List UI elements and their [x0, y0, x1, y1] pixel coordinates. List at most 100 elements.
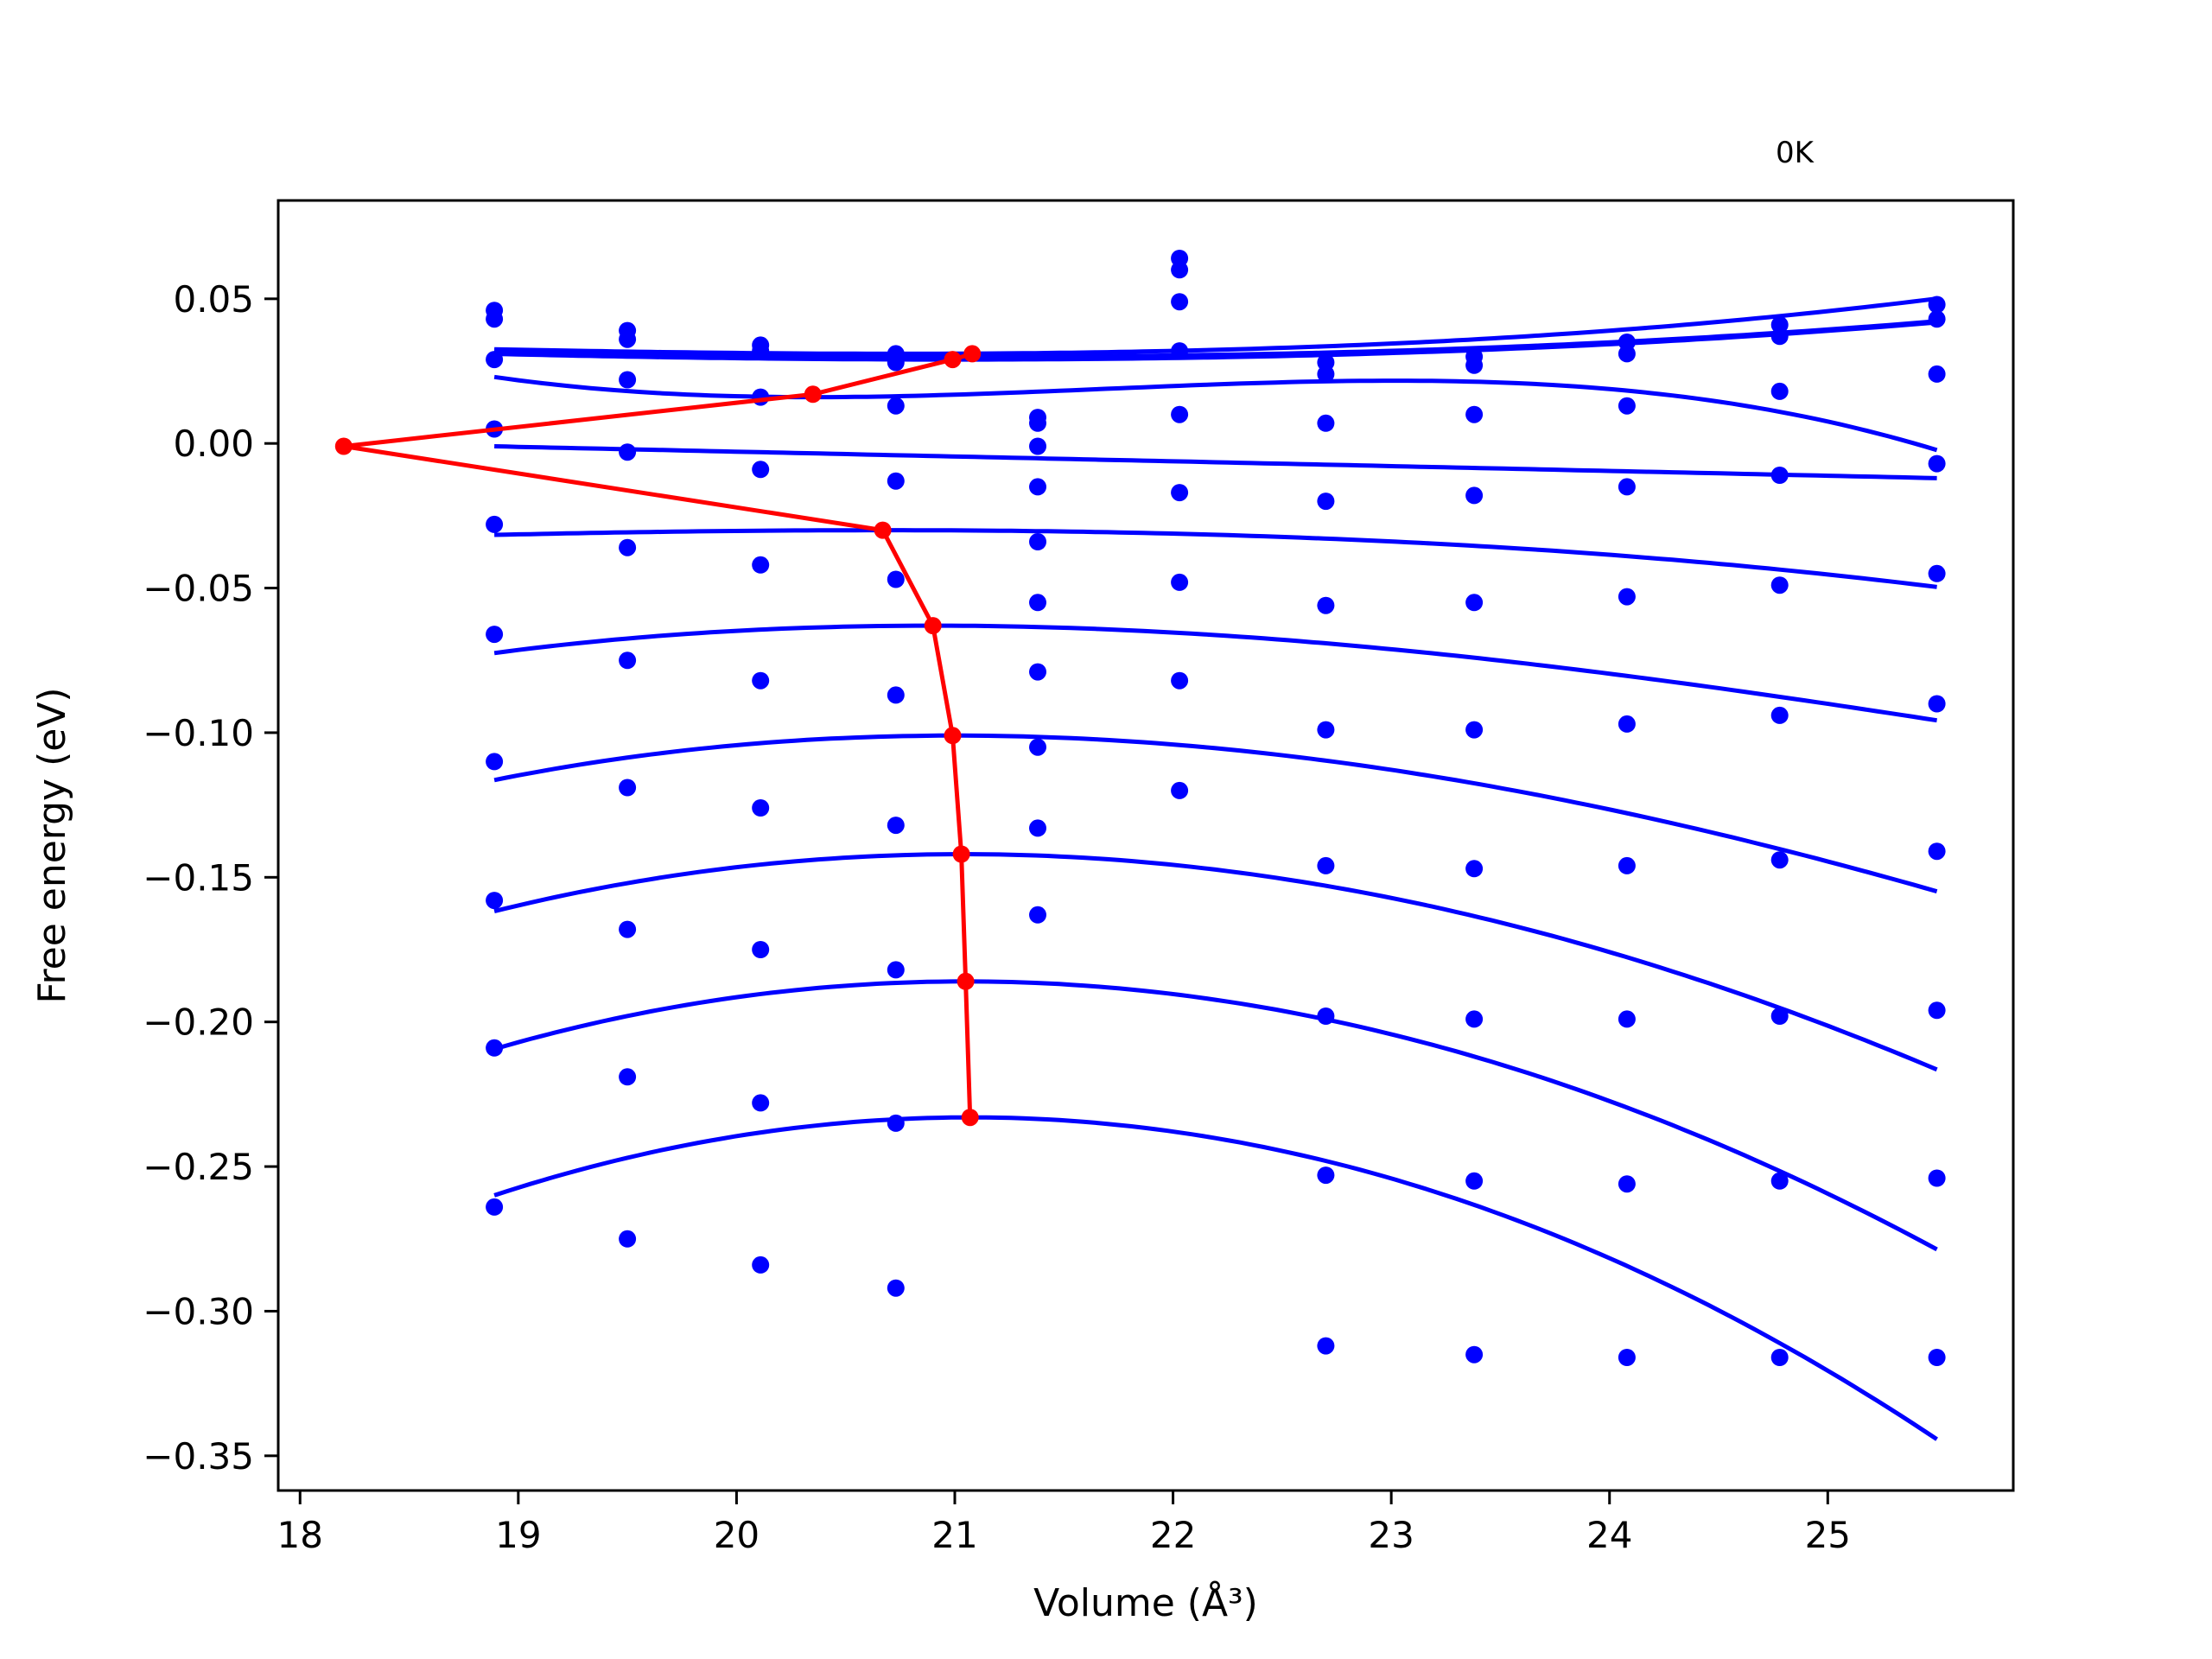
- x-tick-label: 24: [1586, 1514, 1632, 1556]
- minimum-point: [961, 1109, 979, 1127]
- data-point: [619, 1230, 637, 1248]
- data-point: [1465, 594, 1484, 612]
- data-point: [1928, 296, 1946, 314]
- data-point: [1618, 1010, 1636, 1028]
- data-point: [1618, 588, 1636, 606]
- minimum-point: [874, 521, 892, 539]
- data-point: [1770, 1172, 1789, 1190]
- data-point: [1928, 454, 1946, 473]
- y-tick-label: −0.20: [143, 1001, 254, 1044]
- data-point: [1770, 467, 1789, 484]
- data-point: [887, 570, 905, 588]
- data-point: [752, 461, 770, 479]
- fit-curve: [493, 374, 1938, 453]
- data-point: [1928, 310, 1946, 328]
- data-point: [1029, 478, 1046, 496]
- data-point: [1171, 293, 1189, 311]
- minimum-point: [804, 385, 822, 404]
- minimum-point: [952, 845, 970, 863]
- data-point: [1029, 906, 1046, 924]
- x-tick-label: 22: [1150, 1514, 1196, 1556]
- data-point: [1317, 721, 1335, 739]
- data-point: [752, 941, 770, 958]
- data-point: [1928, 842, 1946, 861]
- fit-curves: [493, 296, 1938, 1441]
- data-point: [619, 371, 637, 389]
- data-point: [486, 351, 504, 369]
- fit-curve: [494, 444, 1937, 480]
- data-point: [1317, 365, 1335, 383]
- data-point: [1465, 721, 1484, 739]
- data-point: [1029, 533, 1046, 550]
- data-point: [1618, 856, 1636, 874]
- fit-curve: [493, 1115, 1938, 1441]
- y-axis-ticks: 0.05 0.00 −0.05 −0.10 −0.15 −0.20 −0.25 −0.30 −0…: [143, 278, 278, 1478]
- data-point: [619, 330, 637, 348]
- data-point: [887, 686, 905, 704]
- data-point: [619, 920, 637, 938]
- data-point: [1770, 382, 1789, 400]
- data-point: [486, 626, 504, 644]
- data-point: [486, 310, 504, 328]
- data-point: [486, 753, 504, 771]
- data-point: [1928, 695, 1946, 713]
- data-point: [1618, 1349, 1636, 1366]
- data-point: [1317, 1166, 1335, 1185]
- data-point: [887, 817, 905, 835]
- minima-line: [341, 352, 973, 1118]
- data-point: [1928, 1349, 1946, 1366]
- data-point: [1770, 1007, 1789, 1025]
- data-point: [1928, 365, 1946, 383]
- data-point: [1171, 342, 1189, 360]
- y-tick-label: −0.25: [143, 1146, 254, 1188]
- y-tick-label: 0.00: [173, 423, 254, 465]
- minima-path: [334, 345, 982, 1127]
- x-tick-label: 21: [931, 1514, 977, 1556]
- data-point: [1317, 596, 1335, 614]
- data-points: [486, 250, 1946, 1366]
- data-point: [1029, 414, 1046, 432]
- temperature-annotation: 0K: [1776, 136, 1815, 170]
- plot-frame: [276, 199, 2015, 1492]
- y-tick-label: −0.15: [143, 856, 254, 899]
- data-point: [486, 515, 504, 533]
- data-point: [1465, 486, 1484, 505]
- x-axis-ticks: 18 19 20 21 22 23 24 25: [277, 1491, 1851, 1556]
- y-tick-label: −0.10: [143, 712, 254, 754]
- data-point: [1465, 1172, 1484, 1190]
- fit-curve: [494, 528, 1937, 589]
- data-point: [1465, 1010, 1484, 1028]
- x-tick-label: 23: [1368, 1514, 1414, 1556]
- data-point: [1770, 851, 1789, 869]
- data-point: [619, 443, 637, 461]
- fit-curve: [494, 296, 1937, 356]
- data-point: [1770, 1349, 1789, 1366]
- y-tick-label: −0.30: [143, 1290, 254, 1332]
- data-point: [1618, 345, 1636, 363]
- fit-curve: [493, 623, 1937, 723]
- data-point: [1928, 1001, 1946, 1020]
- fit-curve: [493, 733, 1938, 894]
- data-point: [486, 1039, 504, 1057]
- data-point: [1465, 405, 1484, 423]
- y-tick-label: −0.05: [143, 568, 254, 610]
- x-tick-label: 18: [277, 1514, 323, 1556]
- data-point: [1171, 671, 1189, 690]
- minimum-point: [957, 972, 975, 990]
- x-tick-label: 20: [714, 1514, 760, 1556]
- data-point: [1029, 663, 1046, 681]
- data-point: [1171, 484, 1189, 502]
- data-point: [619, 779, 637, 797]
- minimum-point: [924, 617, 942, 635]
- data-point: [752, 556, 770, 574]
- data-point: [887, 1279, 905, 1297]
- minimum-point: [963, 345, 982, 363]
- data-point: [486, 892, 504, 910]
- data-point: [752, 388, 770, 406]
- data-point: [1770, 576, 1789, 594]
- y-tick-label: −0.35: [143, 1435, 254, 1478]
- data-point: [1171, 405, 1189, 423]
- data-point: [1465, 356, 1484, 374]
- fit-curve: [493, 979, 1938, 1252]
